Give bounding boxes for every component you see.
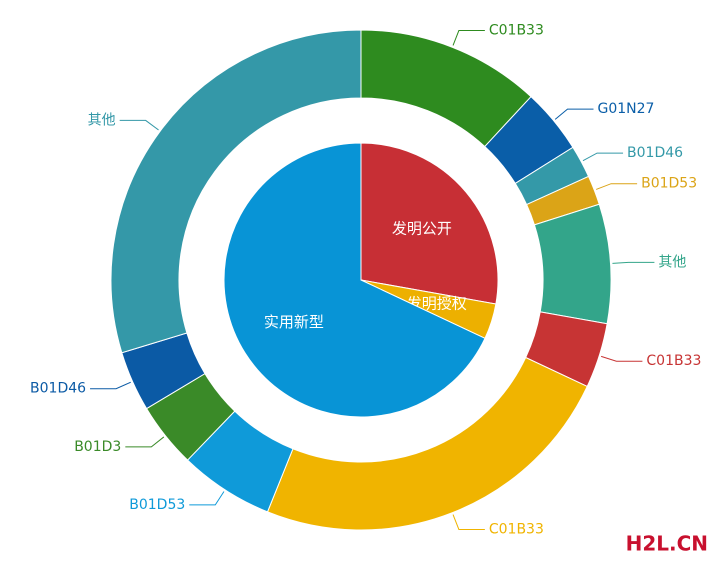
slice-label: 其他 <box>88 112 116 128</box>
slice <box>223 142 486 418</box>
slice <box>110 29 362 354</box>
leader-line <box>595 183 638 190</box>
slice-label: 发明公开 <box>392 219 452 237</box>
leader-line <box>125 436 165 448</box>
slice-label: C01B33 <box>489 521 544 537</box>
slice-label: G01N27 <box>597 101 654 117</box>
slice <box>360 142 499 305</box>
slice-label: B01D46 <box>30 381 86 397</box>
slice-label: 其他 <box>658 254 686 270</box>
leader-line <box>582 152 624 162</box>
leader-line <box>90 381 131 390</box>
slice-label: C01B33 <box>646 353 701 369</box>
slice-label: B01D3 <box>74 439 121 455</box>
slice-label: B01D53 <box>129 497 185 513</box>
leader-line <box>612 261 655 264</box>
leader-line <box>452 30 485 46</box>
leader-line <box>119 119 159 131</box>
leader-line <box>554 108 594 120</box>
leader-line <box>189 491 225 506</box>
slice-label: 实用新型 <box>264 313 324 331</box>
leader-line <box>452 514 485 530</box>
slice-label: C01B33 <box>489 23 544 39</box>
slice <box>533 203 612 325</box>
slice-label: B01D46 <box>627 145 683 161</box>
leader-line <box>600 355 643 362</box>
watermark: H2L.CN <box>626 532 708 556</box>
slice-label: B01D53 <box>641 176 697 192</box>
